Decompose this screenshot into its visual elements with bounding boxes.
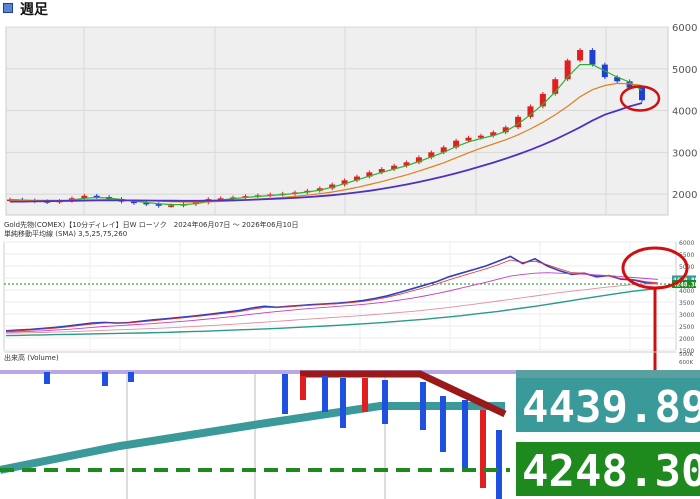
candle-body-33 xyxy=(415,157,422,163)
zoom-candle-12 xyxy=(480,410,486,488)
volume-tick-0: 500K xyxy=(679,352,693,358)
y-tick-label-b-9: 1500 xyxy=(679,348,694,355)
candle-body-12 xyxy=(155,204,162,206)
zoom-tag-top xyxy=(516,370,700,378)
candle-body-28 xyxy=(353,176,360,181)
zoom-candle-0 xyxy=(44,372,50,384)
candle-body-6 xyxy=(81,195,88,199)
candle-body-36 xyxy=(453,140,460,148)
sma-line-2 xyxy=(5,272,659,333)
zoom-candle-8 xyxy=(382,380,388,424)
volume-tick-1: 600K xyxy=(679,360,693,366)
candle-body-47 xyxy=(589,49,596,65)
y-tick-label-b-4: 4000 xyxy=(679,288,694,295)
zoom-candle-1 xyxy=(102,372,108,386)
candle-body-34 xyxy=(428,152,435,158)
candle-body-49 xyxy=(614,77,621,82)
highlight-circle xyxy=(619,85,661,112)
candle-body-7 xyxy=(93,195,100,198)
candle-body-27 xyxy=(341,180,348,185)
plot-area-bottom xyxy=(3,241,677,351)
zoomed-price-tags: 4439.89 4248.30 xyxy=(0,370,700,499)
candle-body-35 xyxy=(440,147,447,153)
candle-body-10 xyxy=(130,201,137,204)
price-tag-b-0 xyxy=(672,275,696,284)
zoom-candle-6 xyxy=(340,378,346,428)
candle-body-32 xyxy=(403,162,410,166)
zoom-candle-5 xyxy=(322,376,328,412)
y-tick-label-4: 6000 xyxy=(672,23,697,34)
zoom-price-tag-1 xyxy=(516,442,700,496)
y-tick-label-3: 5000 xyxy=(672,65,697,76)
candle-body-13 xyxy=(168,205,175,207)
candle-body-39 xyxy=(490,132,497,136)
ma-line-1 xyxy=(9,64,643,206)
zoom-candle-4 xyxy=(300,376,306,400)
candle-body-42 xyxy=(527,106,534,117)
candle-body-11 xyxy=(143,202,150,205)
sma-legend-text: 単純移動平均線 (SMA) 3,5,25,75,260 xyxy=(4,229,127,238)
candle-body-45 xyxy=(564,60,571,80)
candle-body-37 xyxy=(465,137,472,141)
zoom-candle-7 xyxy=(362,378,368,412)
zoom-red-ma xyxy=(300,370,507,418)
zoom-candle-9 xyxy=(420,382,426,430)
zoom-candle-11 xyxy=(462,400,468,470)
y-tick-label-b-5: 3500 xyxy=(679,300,694,307)
zoom-candle-3 xyxy=(282,374,288,414)
header-square-icon xyxy=(3,3,13,13)
page-header: 週足 xyxy=(0,0,700,18)
candle-body-46 xyxy=(577,49,584,61)
zoom-price-tag-0 xyxy=(516,378,700,432)
y-tick-label-0: 2000 xyxy=(672,190,697,201)
y-tick-label-b-8: 2000 xyxy=(679,336,694,343)
zoom-price-tag-text-0: 4439.89 xyxy=(522,382,700,433)
candle-body-50 xyxy=(626,81,633,88)
y-tick-label-2: 4000 xyxy=(672,107,697,118)
price-tag-b-1 xyxy=(672,280,696,289)
candle-body-44 xyxy=(552,79,559,94)
candle-body-51 xyxy=(639,87,645,101)
plot-area xyxy=(5,26,669,216)
candle-body-30 xyxy=(378,169,385,173)
candle-body-38 xyxy=(477,135,484,138)
candle-body-29 xyxy=(366,172,373,177)
zoom-candle-2 xyxy=(128,372,134,382)
y-tick-label-1: 3000 xyxy=(672,148,697,159)
y-tick-label-b-6: 3000 xyxy=(679,312,694,319)
y-tick-label-b-7: 2500 xyxy=(679,324,694,331)
weekly-price-chart: 2000 3000 4000 5000 6000 xyxy=(5,23,697,216)
y-tick-label-b-1: 5500 xyxy=(679,252,694,259)
y-tick-label-b-0: 6000 xyxy=(679,240,694,247)
candle-body-41 xyxy=(515,116,522,128)
candle-body-43 xyxy=(539,93,546,107)
candle-body-17 xyxy=(217,198,224,200)
candle-body-26 xyxy=(329,184,336,189)
sma-line-4 xyxy=(5,287,659,337)
candle-body-31 xyxy=(391,165,398,170)
zoom-candle-10 xyxy=(440,396,446,452)
ma-line-3 xyxy=(10,102,643,203)
gold-futures-chart: Gold先物(COMEX)【10分ディレイ】日W ローソク 2024年06月07… xyxy=(3,220,699,370)
candle-body-40 xyxy=(502,127,509,133)
price-tag-b-text-1: 4248.30 xyxy=(673,282,699,289)
chart-header-text: Gold先物(COMEX)【10分ディレイ】日W ローソク 2024年06月07… xyxy=(4,220,298,229)
sma-line-3 xyxy=(5,283,659,334)
volume-label: 出来高 (Volume) xyxy=(4,353,59,362)
zoom-price-tag-text-1: 4248.30 xyxy=(522,446,700,497)
sma-line-1 xyxy=(5,259,659,332)
page-title: 週足 xyxy=(20,2,48,18)
zoom-candle-13 xyxy=(496,430,502,499)
